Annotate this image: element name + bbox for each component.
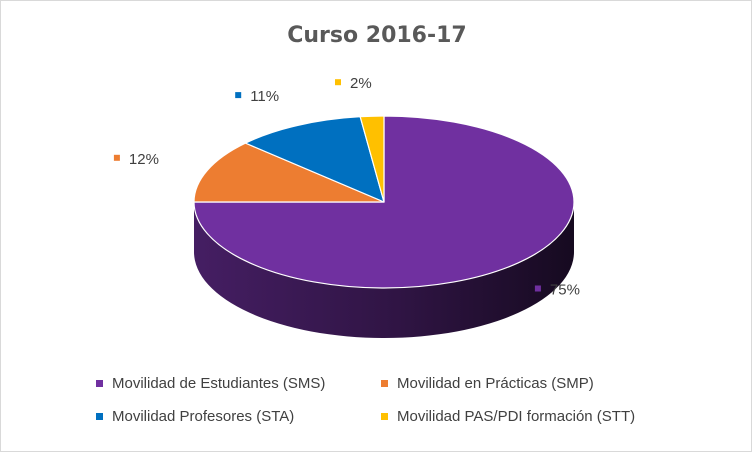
pie-slice-smp [193, 142, 385, 203]
legend-label-stt: Movilidad PAS/PDI formación (STT) [397, 408, 636, 425]
legend-item-sms: Movilidad de Estudiantes (SMS) [96, 375, 381, 392]
data-label-sms: 75% [550, 282, 580, 299]
legend-item-sta: Movilidad Profesores (STA) [96, 408, 381, 425]
chart-title: Curso 2016-17 [287, 23, 467, 48]
legend-swatch-stt [381, 413, 388, 420]
data-label-sta: 11% [250, 88, 279, 105]
data-label-group-stt: 2% [335, 75, 372, 92]
data-label-stt: 2% [350, 75, 372, 92]
pie-side-sms [194, 202, 574, 338]
data-label-group-sms: 75% [534, 282, 580, 299]
data-label-marker-sta [235, 92, 242, 99]
legend-item-smp: Movilidad en Prácticas (SMP) [381, 375, 711, 392]
legend-item-stt: Movilidad PAS/PDI formación (STT) [381, 408, 711, 425]
data-label-marker-stt [335, 79, 341, 86]
data-label-group-smp: 12% [113, 151, 159, 168]
legend-label-sms: Movilidad de Estudiantes (SMS) [112, 375, 326, 392]
legend-label-smp: Movilidad en Prácticas (SMP) [397, 375, 594, 392]
legend-label-sta: Movilidad Profesores (STA) [112, 408, 295, 425]
pie-slice-sta [244, 116, 385, 203]
data-label-marker-sms [534, 285, 541, 292]
legend-swatch-sta [96, 413, 103, 420]
data-label-smp: 12% [129, 151, 159, 168]
pie-slice-stt [359, 115, 385, 203]
legend-swatch-smp [381, 380, 388, 387]
data-label-marker-smp [113, 154, 120, 161]
chart-legend: Movilidad de Estudiantes (SMS) Movilidad… [96, 375, 716, 425]
data-label-group-sta: 11% [235, 88, 279, 105]
legend-swatch-sms [96, 380, 103, 387]
